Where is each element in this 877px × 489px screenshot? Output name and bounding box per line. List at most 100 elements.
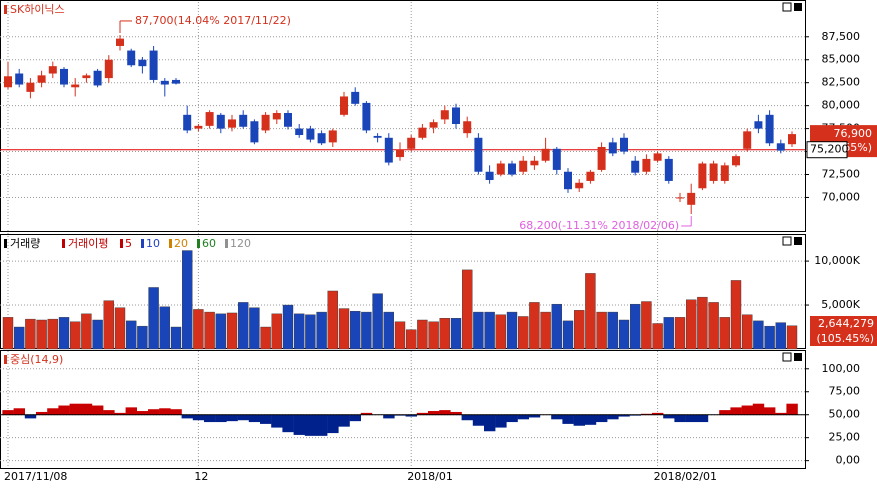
volume-bar: [350, 311, 361, 350]
candle-body: [631, 160, 640, 173]
candle-body: [60, 68, 68, 85]
candle-body: [743, 131, 752, 149]
oscillator-area: [2, 410, 14, 415]
close-button[interactable]: [794, 237, 802, 245]
volume-bar: [260, 326, 271, 350]
candle-body: [104, 59, 113, 79]
candle-body: [261, 114, 270, 131]
volume-bar: [25, 318, 36, 350]
volume-bar: [406, 329, 417, 350]
oscillator-area: [472, 414, 485, 426]
oscillator-area: [461, 414, 473, 421]
volume-bar: [719, 317, 730, 350]
oscillator-area: [260, 414, 272, 424]
oscillator-area: [338, 414, 350, 427]
min-button[interactable]: [782, 352, 792, 362]
candle-body: [620, 137, 628, 152]
oscillator-area: [215, 414, 227, 423]
min-button[interactable]: [782, 236, 792, 246]
panel-buttons[interactable]: [782, 2, 802, 362]
candle-body: [48, 66, 57, 74]
title-marker: [4, 239, 7, 248]
candle-body: [508, 163, 516, 175]
oscillator-area: [327, 414, 339, 434]
oscillator-area: [125, 407, 137, 415]
volume-bar: [574, 310, 585, 350]
volume-bar: [630, 303, 641, 350]
candle-body: [362, 102, 371, 131]
candle-body: [26, 82, 35, 92]
candle-body: [149, 50, 158, 80]
legend-swatch: [169, 239, 172, 248]
x-tick-label: 2017/11/08: [4, 470, 67, 483]
oscillator-area: [506, 414, 518, 423]
volume-bar: [428, 321, 439, 350]
volume-bar: [753, 320, 764, 350]
legend-swatch: [141, 239, 144, 248]
oscillator-area: [69, 403, 81, 415]
candle-body: [575, 182, 584, 189]
volume-bar: [394, 321, 406, 350]
volume-bar: [103, 300, 115, 350]
legend-swatch: [120, 239, 123, 248]
volume-bar: [249, 307, 260, 350]
volume-bar: [148, 287, 159, 350]
candle-body: [37, 75, 46, 83]
oscillator-area: [596, 414, 608, 423]
volume-bar: [663, 317, 674, 350]
candle-body: [586, 171, 595, 181]
candle-body: [396, 149, 404, 158]
volume-bar: [226, 312, 238, 350]
volume-bar: [338, 308, 350, 350]
y-tick-label: 100,00: [822, 362, 861, 375]
oscillator-area: [517, 414, 529, 420]
volume-bar: [327, 290, 338, 350]
candle-body: [564, 171, 572, 190]
volume-bar: [708, 302, 719, 350]
last-volume-label: 2,644,279: [818, 317, 874, 330]
volume-bar: [36, 319, 47, 350]
oscillator-area: [618, 414, 630, 417]
legend-label: 20: [174, 237, 188, 250]
candle-body: [295, 128, 304, 136]
candle-body: [116, 38, 124, 46]
price-title: SK하이닉스: [10, 2, 65, 16]
min-button[interactable]: [782, 2, 792, 12]
oscillator-area: [786, 403, 798, 415]
oscillator-area: [775, 412, 787, 415]
close-button[interactable]: [794, 353, 802, 361]
oscillator-area: [383, 414, 395, 419]
oscillator-area: [24, 414, 37, 419]
candle-body: [384, 137, 393, 163]
volume-bar: [159, 306, 171, 350]
oscillator-area: [103, 410, 115, 415]
candle-body: [720, 165, 729, 181]
oscillator-title: 중심(14,9): [10, 353, 63, 366]
oscillator-area: [685, 414, 697, 423]
candle-body: [4, 76, 12, 88]
candle-body: [653, 153, 662, 161]
volume-bar: [697, 296, 708, 350]
y-tick-label: 25,00: [829, 431, 861, 444]
title-marker: [4, 355, 7, 364]
volume-bar: [506, 311, 518, 350]
oscillator-area: [237, 414, 249, 421]
volume-bar: [92, 319, 103, 350]
candle-body: [250, 121, 259, 143]
candle-body: [239, 114, 248, 127]
oscillator-area: [13, 408, 25, 415]
oscillator-area: [293, 414, 305, 435]
close-button[interactable]: [794, 3, 802, 11]
volume-bar: [742, 314, 753, 350]
volume-bar: [215, 313, 227, 350]
legend-label: 120: [230, 237, 251, 250]
oscillator-area: [405, 414, 417, 417]
candle-body: [474, 137, 483, 172]
y-tick-label: 80,000: [822, 99, 861, 112]
volume-bar: [786, 325, 798, 350]
legend-swatch: [197, 239, 200, 248]
volume-bar: [2, 317, 14, 350]
oscillator-area: [652, 412, 664, 415]
